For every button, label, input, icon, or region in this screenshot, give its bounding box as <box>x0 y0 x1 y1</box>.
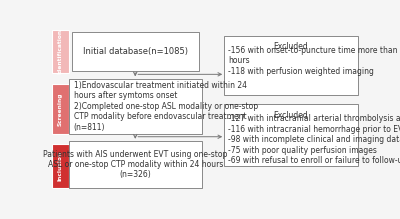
FancyBboxPatch shape <box>52 30 69 74</box>
FancyBboxPatch shape <box>69 79 202 134</box>
FancyBboxPatch shape <box>224 35 358 95</box>
FancyBboxPatch shape <box>72 32 199 71</box>
FancyBboxPatch shape <box>69 141 202 188</box>
Text: 1)Endovascular treatment initiated within 24
hours after symtoms onset
2)Complet: 1)Endovascular treatment initiated withi… <box>74 81 258 132</box>
FancyBboxPatch shape <box>52 84 69 134</box>
Text: Excluded: Excluded <box>274 42 308 51</box>
Text: Screening: Screening <box>58 92 62 126</box>
FancyBboxPatch shape <box>52 144 69 188</box>
FancyBboxPatch shape <box>224 104 358 166</box>
Text: Patients with AIS underwent EVT using one-stop
ASL or one-stop CTP modality with: Patients with AIS underwent EVT using on… <box>43 150 228 179</box>
Text: Inclusion: Inclusion <box>58 151 62 181</box>
Text: Identification: Identification <box>58 29 62 74</box>
Text: Initial database(n=1085): Initial database(n=1085) <box>83 47 188 56</box>
Text: -156 with onset-to-puncture time more than 24
hours
-118 with perfusion weighted: -156 with onset-to-puncture time more th… <box>228 46 400 76</box>
Text: Excluded: Excluded <box>274 111 308 120</box>
Text: -127 with intracranial arterial thrombolysis alone
-116 with intracranial hemorr: -127 with intracranial arterial thrombol… <box>228 114 400 165</box>
